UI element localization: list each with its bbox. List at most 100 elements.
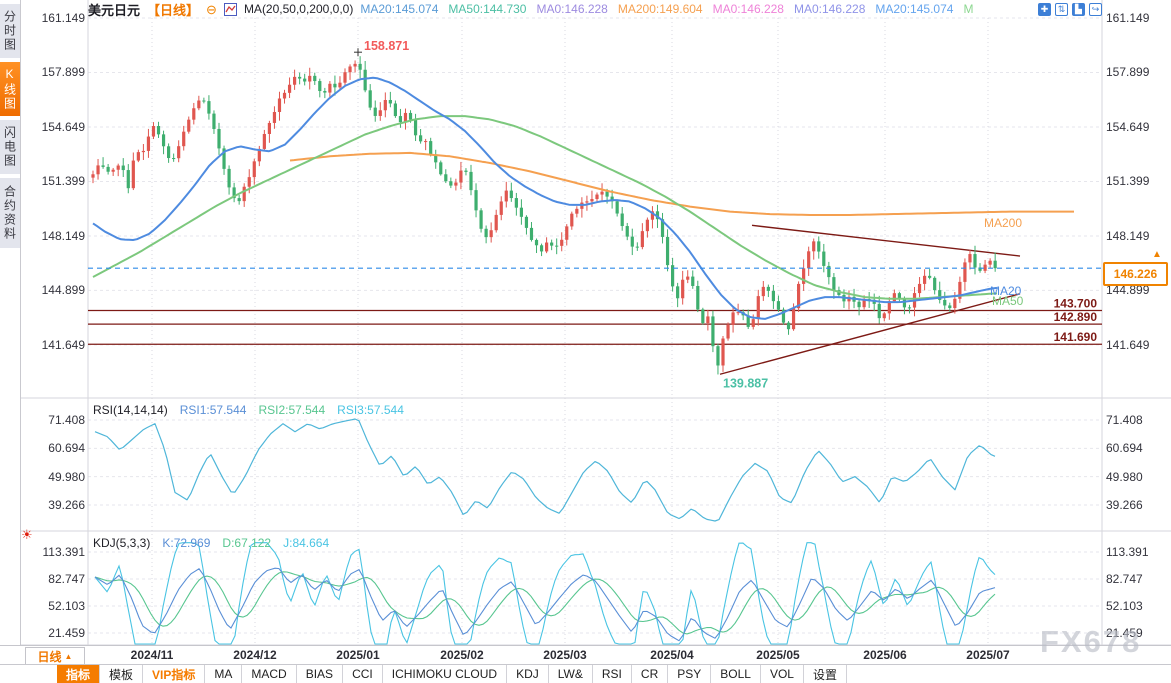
candle-body bbox=[308, 75, 312, 82]
candle-body bbox=[313, 75, 317, 82]
toolbar-button-模板[interactable]: 模板 bbox=[100, 665, 144, 683]
candle-body bbox=[101, 165, 105, 167]
candle-body bbox=[635, 246, 639, 248]
time-axis-label: 2025/04 bbox=[650, 648, 694, 662]
candle-body bbox=[766, 286, 770, 291]
toolbar-button-LW&[interactable]: LW& bbox=[548, 665, 593, 683]
period-button-label: 日线 bbox=[37, 649, 62, 664]
candle-body bbox=[479, 210, 483, 229]
toolbar-button-PSY[interactable]: PSY bbox=[668, 665, 712, 683]
toolbar-button-MA[interactable]: MA bbox=[205, 665, 243, 683]
candle-body bbox=[293, 76, 297, 85]
price-axis-label: 154.649 bbox=[41, 119, 85, 134]
candle-body bbox=[252, 161, 256, 178]
candle-body bbox=[645, 219, 649, 232]
kdj-values: K:72.969 D:67.122 J:84.664 bbox=[162, 536, 329, 550]
candle-body bbox=[131, 160, 135, 189]
candle-body bbox=[620, 213, 624, 227]
rsi-line bbox=[94, 418, 996, 522]
period-selector-button[interactable]: 日线 ▲ bbox=[25, 647, 85, 665]
candle-body bbox=[963, 262, 967, 282]
price-axis-label: 82.747 bbox=[48, 571, 85, 586]
candle-body bbox=[857, 301, 861, 308]
kdj-panel-header: KDJ(5,3,3) K:72.969 D:67.122 J:84.664 bbox=[93, 536, 329, 550]
toolbar-button-BIAS[interactable]: BIAS bbox=[296, 665, 344, 683]
candle-body bbox=[570, 213, 574, 227]
chart-type-sidebar: 分时图 K线图闪电图合约资料 bbox=[0, 0, 21, 645]
candle-body bbox=[907, 307, 912, 309]
candle-body bbox=[287, 84, 292, 93]
price-axis-label: 60.694 bbox=[48, 441, 85, 456]
support-level-label: 142.890 bbox=[1054, 310, 1098, 324]
candle-body bbox=[721, 338, 725, 366]
toolbar-button-指标[interactable]: 指标 bbox=[57, 665, 101, 683]
candle-body bbox=[348, 66, 352, 73]
toolbar-button-MACD[interactable]: MACD bbox=[242, 665, 297, 683]
candle-body bbox=[731, 312, 735, 325]
ma20-label: MA20 bbox=[990, 284, 1022, 298]
pan-icon[interactable]: ✚ bbox=[1038, 3, 1051, 16]
trendline[interactable] bbox=[719, 293, 1021, 375]
toolbar-button-BOLL[interactable]: BOLL bbox=[711, 665, 761, 683]
indicator-settings-icon[interactable]: ☀ bbox=[21, 527, 33, 542]
sidebar-tab-闪电图[interactable]: 闪电图 bbox=[0, 120, 20, 174]
toolbar-button-RSI[interactable]: RSI bbox=[592, 665, 632, 683]
sidebar-tab-合约资料[interactable]: 合约资料 bbox=[0, 178, 20, 248]
candle-body bbox=[217, 128, 221, 149]
price-axis-label: 39.266 bbox=[48, 498, 85, 512]
candle-body bbox=[519, 207, 523, 217]
candle-body bbox=[550, 242, 554, 246]
ma-value-label: MA0:146.228 bbox=[536, 2, 608, 16]
toolbar-button-CR[interactable]: CR bbox=[631, 665, 669, 683]
time-axis-label: 2025/02 bbox=[440, 648, 484, 662]
trendline[interactable] bbox=[751, 224, 1021, 257]
left-price-axis: 161.149 157.899 154.649 151.399 148.149 144.8… bbox=[25, 0, 85, 645]
candle-body bbox=[812, 241, 816, 252]
candle-body bbox=[187, 119, 191, 132]
toolbar-button-ICHIMOKU CLOUD[interactable]: ICHIMOKU CLOUD bbox=[382, 665, 508, 683]
candle-body bbox=[968, 254, 972, 263]
toolbar-button-CCI[interactable]: CCI bbox=[343, 665, 383, 683]
bar-scale-icon[interactable]: ▙ bbox=[1072, 3, 1085, 16]
toolbar-button-VOL[interactable]: VOL bbox=[760, 665, 804, 683]
toolbar-button-VIP指标[interactable]: VIP指标 bbox=[143, 665, 206, 683]
candle-body bbox=[917, 283, 922, 294]
candle-body bbox=[121, 165, 125, 171]
indicator-toolbar: 指标 模板 VIP指标 MA MACD BIAS CCI ICHIMOKU CLOUD KDJ L… bbox=[0, 664, 1171, 683]
sidebar-tab-分时图[interactable]: 分时图 bbox=[0, 4, 20, 58]
candle-body bbox=[151, 126, 156, 137]
price-axis-label: 113.391 bbox=[42, 545, 86, 559]
candle-body bbox=[650, 211, 655, 220]
candle-body bbox=[318, 81, 322, 92]
price-axis-label: 49.980 bbox=[48, 469, 85, 484]
price-axis-label: 161.149 bbox=[41, 11, 85, 25]
candle-body bbox=[534, 239, 539, 246]
screenshot-icon[interactable]: ↪ bbox=[1089, 3, 1102, 16]
candle-body bbox=[897, 293, 901, 299]
candle-body bbox=[182, 131, 186, 147]
high-price-label: 158.871 bbox=[364, 39, 409, 53]
axis-scale-icon[interactable]: ⇅ bbox=[1055, 3, 1068, 16]
price-axis-label: 52.103 bbox=[48, 598, 85, 613]
toolbar-button-KDJ[interactable]: KDJ bbox=[507, 665, 549, 683]
candle-body bbox=[116, 165, 120, 170]
candle-body bbox=[328, 83, 332, 93]
toolbar-button-设置[interactable]: 设置 bbox=[803, 665, 847, 683]
candle-body bbox=[736, 312, 740, 314]
candle-body bbox=[177, 146, 181, 159]
ma50-line bbox=[92, 115, 998, 300]
candle-body bbox=[640, 231, 644, 248]
ma-value-label: M bbox=[963, 2, 974, 16]
candle-body bbox=[600, 191, 604, 195]
collapse-icon[interactable]: ⊖ bbox=[206, 1, 217, 17]
ma-value-label: MA20:145.074 bbox=[360, 2, 439, 16]
candle-body bbox=[156, 126, 161, 135]
sidebar-tab-K线图[interactable]: K线图 bbox=[0, 62, 20, 116]
candle-body bbox=[91, 174, 95, 178]
candle-body bbox=[509, 190, 513, 199]
candle-body bbox=[761, 286, 765, 297]
kdj-value-label: J:84.664 bbox=[283, 536, 330, 550]
candle-body bbox=[665, 236, 670, 266]
